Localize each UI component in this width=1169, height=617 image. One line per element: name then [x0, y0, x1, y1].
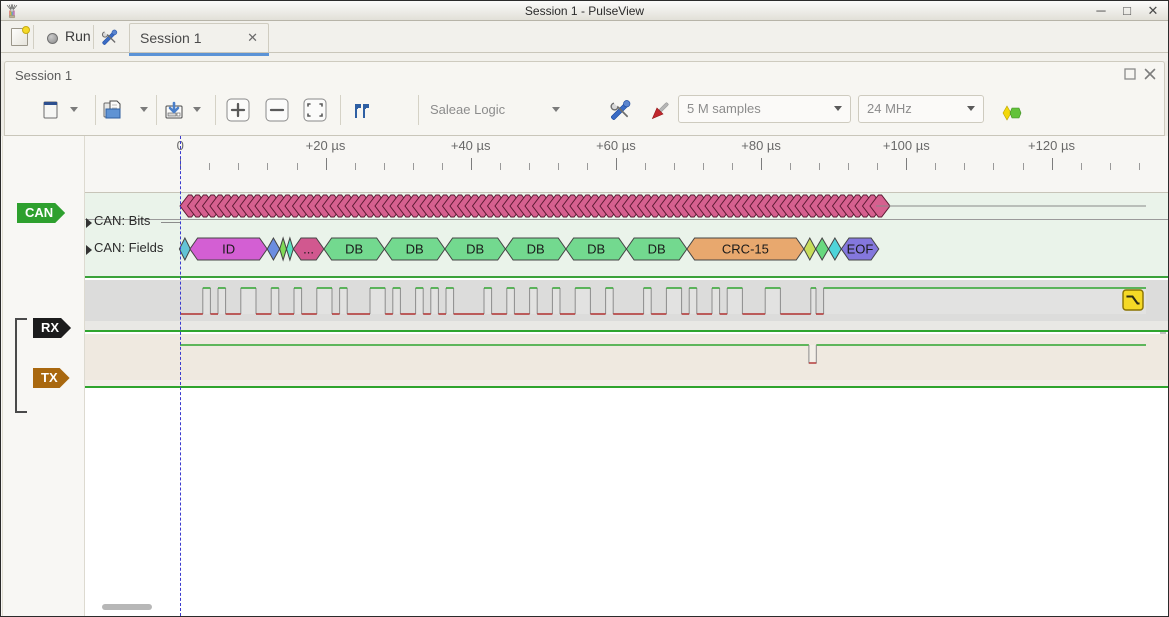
svg-text:CRC-15: CRC-15	[722, 241, 769, 256]
svg-text:DB: DB	[345, 241, 363, 256]
svg-text:ID: ID	[222, 241, 235, 256]
svg-text:DB: DB	[527, 241, 545, 256]
svg-text:EOF: EOF	[847, 241, 874, 256]
svg-text:DB: DB	[648, 241, 666, 256]
svg-text:DB: DB	[406, 241, 424, 256]
svg-text:DB: DB	[587, 241, 605, 256]
svg-text:DB: DB	[466, 241, 484, 256]
svg-text:...: ...	[303, 241, 314, 256]
